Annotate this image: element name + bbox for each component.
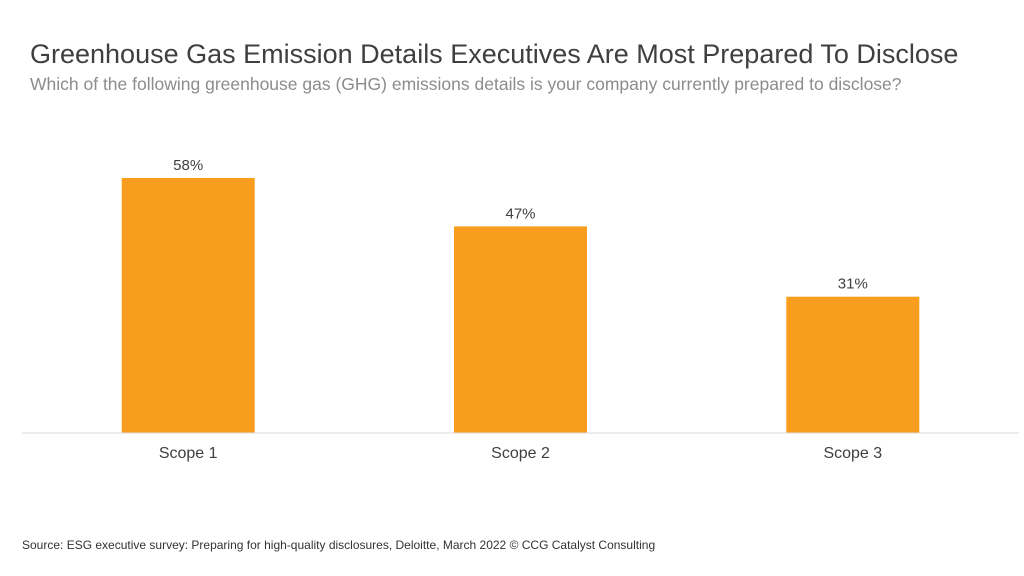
value-label: 58%: [173, 157, 203, 174]
bar-scope-2: [454, 226, 587, 433]
x-tick-label: Scope 2: [491, 445, 550, 462]
chart-subtitle: Which of the following greenhouse gas (G…: [30, 74, 902, 94]
x-tick-labels-group: Scope 1 Scope 2 Scope 3: [159, 445, 882, 462]
bar-scope-3: [786, 296, 920, 433]
value-label: 47%: [505, 205, 535, 222]
value-label: 31%: [838, 276, 868, 293]
source-note: Source: ESG executive survey: Preparing …: [22, 538, 656, 552]
x-tick-label: Scope 1: [159, 445, 218, 462]
bar-scope-1: [121, 178, 255, 433]
value-labels-group: 58% 47% 31%: [173, 157, 868, 293]
bars-group: [121, 178, 920, 433]
x-tick-label: Scope 3: [823, 445, 882, 462]
chart-title: Greenhouse Gas Emission Details Executiv…: [30, 39, 959, 69]
